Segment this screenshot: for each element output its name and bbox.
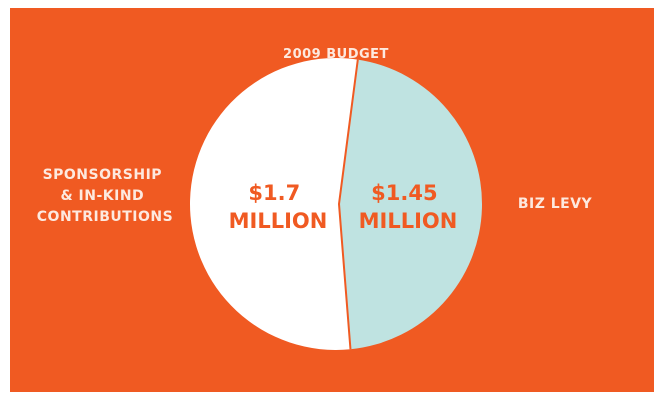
slice-label-sponsorship-line-2: & IN-KIND bbox=[60, 188, 144, 204]
pie-slice-biz-levy bbox=[339, 59, 482, 350]
slice-label-sponsorship-line-1: SPONSORSHIP bbox=[43, 167, 163, 183]
chart-title: 2009 BUDGET bbox=[283, 47, 389, 62]
slice-value-sponsorship-line-2: MILLION bbox=[229, 209, 328, 233]
pie-divider-line bbox=[337, 59, 359, 350]
slice-label-sponsorship: SPONSORSHIP & IN-KIND CONTRIBUTIONS bbox=[37, 167, 173, 225]
slice-value-sponsorship: $1.7 MILLION bbox=[229, 181, 328, 233]
pie-slice-sponsorship bbox=[189, 58, 358, 351]
slice-value-biz-levy-line-2: MILLION bbox=[359, 209, 458, 233]
slice-value-biz-levy: $1.45 MILLION bbox=[359, 181, 458, 233]
chart-panel: 2009 BUDGET SPONSORSHIP & IN-KIND CONTRI… bbox=[10, 8, 654, 392]
slice-label-biz-levy: BIZ LEVY bbox=[518, 196, 593, 212]
slice-label-sponsorship-line-3: CONTRIBUTIONS bbox=[37, 209, 173, 225]
slice-value-biz-levy-line-1: $1.45 bbox=[371, 181, 437, 205]
budget-pie-chart: 2009 BUDGET SPONSORSHIP & IN-KIND CONTRI… bbox=[37, 47, 593, 351]
slice-value-sponsorship-line-1: $1.7 bbox=[248, 181, 300, 205]
pie-slices bbox=[189, 58, 482, 351]
